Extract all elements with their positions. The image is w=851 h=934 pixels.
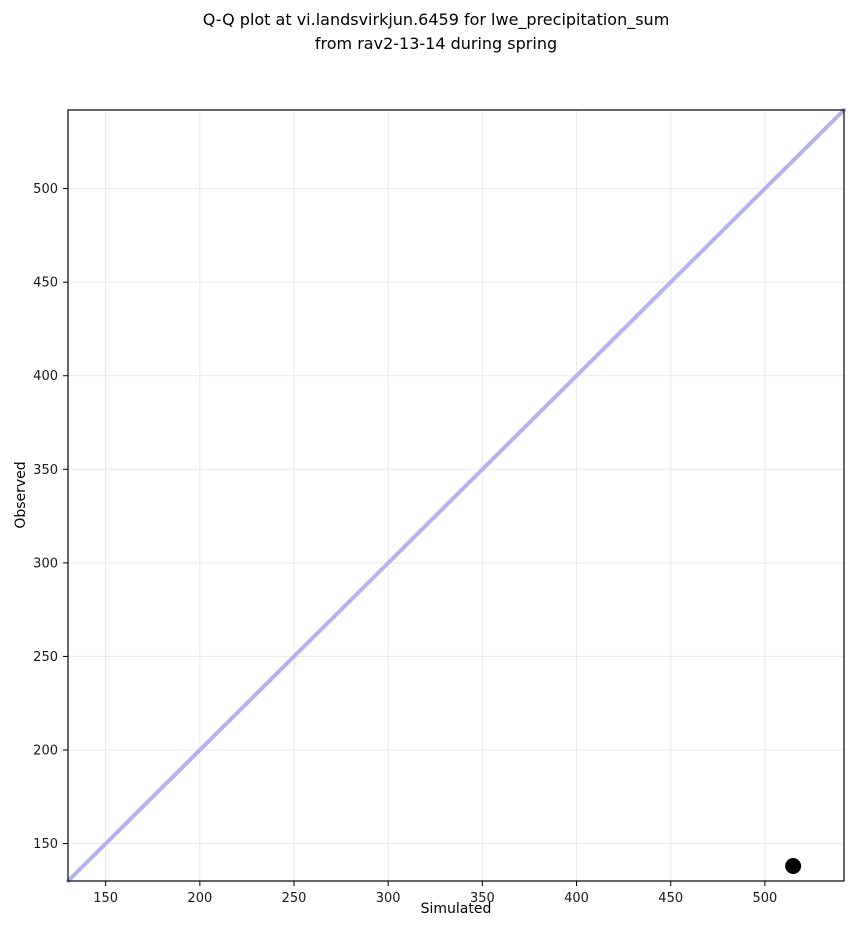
y-tick-label: 150: [33, 837, 58, 852]
y-tick-label: 300: [33, 556, 58, 571]
chart-title: Q-Q plot at vi.landsvirkjun.6459 for lwe…: [202, 10, 670, 53]
y-tick-label: 500: [33, 182, 58, 197]
data-point: [785, 858, 802, 875]
y-axis-label: Observed: [13, 461, 29, 529]
y-tick-label: 350: [33, 463, 58, 478]
x-tick-label: 500: [752, 891, 777, 906]
x-tick-label: 400: [564, 891, 589, 906]
x-tick-label: 350: [470, 891, 495, 906]
x-tick-label: 450: [658, 891, 683, 906]
y-tick-label: 450: [33, 276, 58, 291]
identity-line: [66, 108, 846, 883]
y-tick-label: 200: [33, 744, 58, 759]
x-tick-label: 150: [93, 891, 118, 906]
x-axis-label: Simulated: [420, 901, 492, 917]
x-tick-label: 300: [376, 891, 401, 906]
plot-border: [67, 109, 845, 882]
x-tick-label: 200: [187, 891, 212, 906]
y-tick-label: 250: [33, 650, 58, 665]
x-tick-label: 250: [282, 891, 307, 906]
y-tick-label: 400: [33, 369, 58, 384]
